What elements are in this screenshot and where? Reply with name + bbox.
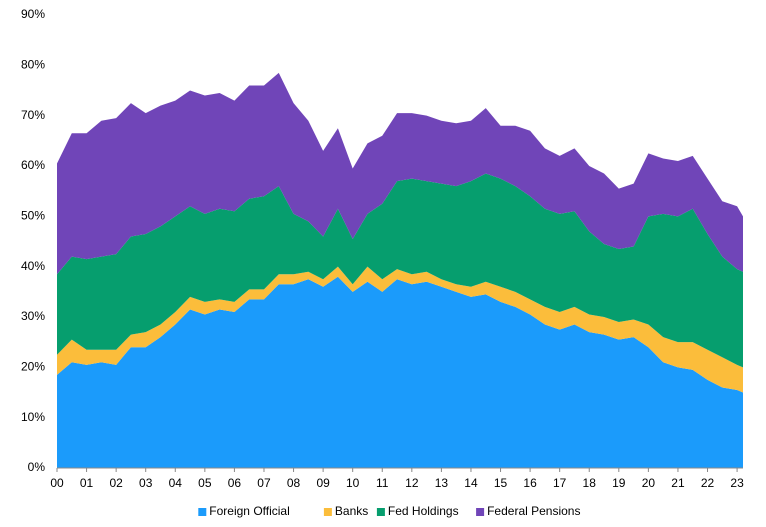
legend-swatch (476, 508, 485, 516)
x-tick-label: 17 (553, 476, 567, 490)
x-tick-label: 05 (198, 476, 212, 490)
x-tick-label: 03 (139, 476, 153, 490)
y-tick-label: 70% (21, 108, 45, 122)
x-tick-label: 11 (376, 476, 389, 490)
x-tick-label: 21 (671, 476, 685, 490)
y-tick-label: 50% (21, 209, 45, 223)
y-tick-label: 60% (21, 158, 45, 172)
legend-label: Federal Pensions (487, 504, 580, 518)
x-tick-label: 04 (169, 476, 183, 490)
x-tick-label: 16 (523, 476, 537, 490)
x-tick-label: 18 (583, 476, 597, 490)
y-tick-label: 90% (21, 7, 45, 21)
x-tick-label: 08 (287, 476, 301, 490)
x-tick-label: 14 (464, 476, 478, 490)
area (57, 72, 743, 275)
x-tick-label: 10 (346, 476, 360, 490)
x-tick-label: 00 (50, 476, 64, 490)
legend-label: Fed Holdings (388, 504, 459, 518)
x-tick-label: 23 (730, 476, 744, 490)
y-tick-label: 20% (21, 360, 45, 374)
y-tick-label: 30% (21, 309, 45, 323)
y-tick-label: 0% (28, 460, 46, 474)
y-tick-label: 10% (21, 410, 45, 424)
area (57, 276, 743, 468)
legend-swatch (198, 508, 207, 516)
x-tick-label: 02 (109, 476, 123, 490)
legend-swatch (323, 508, 332, 516)
y-tick-label: 80% (21, 58, 45, 72)
x-tick-label: 07 (257, 476, 271, 490)
legend-label: Banks (335, 504, 368, 518)
x-tick-label: 20 (642, 476, 656, 490)
x-tick-label: 12 (405, 476, 419, 490)
x-tick-label: 06 (228, 476, 242, 490)
x-tick-label: 22 (701, 476, 715, 490)
area (57, 266, 743, 393)
x-tick-label: 01 (80, 476, 94, 490)
x-tick-label: 13 (435, 476, 449, 490)
y-tick-label: 40% (21, 259, 45, 273)
x-tick-label: 15 (494, 476, 508, 490)
area (57, 173, 743, 368)
x-tick-label: 09 (316, 476, 330, 490)
x-tick-label: 19 (612, 476, 626, 490)
legend-label: Foreign Official (209, 504, 289, 518)
legend-swatch (376, 508, 385, 516)
